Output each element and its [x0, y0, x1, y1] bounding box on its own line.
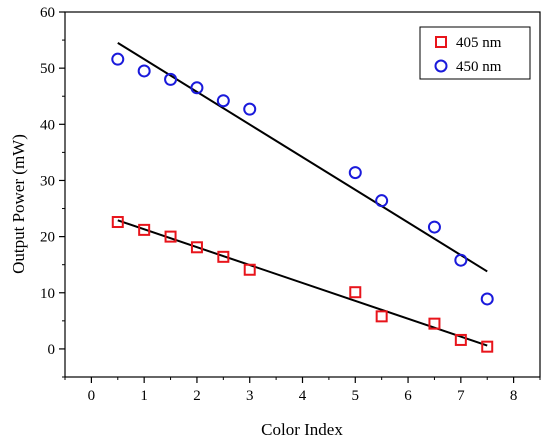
x-tick-label: 6 [404, 388, 412, 404]
y-tick-label: 30 [40, 173, 55, 189]
data-points [111, 52, 494, 353]
data-point-405nm [243, 263, 256, 276]
data-point-450nm [454, 253, 468, 267]
y-tick-label: 50 [40, 61, 55, 77]
data-point-450nm [480, 292, 494, 306]
y-tick-label: 60 [40, 5, 55, 21]
data-point-405nm [111, 216, 124, 229]
data-point-405nm [138, 223, 151, 236]
x-tick-label: 4 [299, 388, 307, 404]
data-point-405nm [454, 333, 467, 346]
legend-marker-450nm [434, 59, 448, 73]
x-tick-label: 0 [88, 388, 96, 404]
legend-marker-405nm [435, 36, 447, 48]
data-point-405nm [164, 230, 177, 243]
data-point-405nm [481, 340, 494, 353]
data-point-450nm [427, 220, 441, 234]
data-point-450nm [190, 81, 204, 95]
data-point-450nm [164, 72, 178, 86]
data-point-450nm [348, 166, 362, 180]
y-tick-label: 20 [40, 230, 55, 246]
legend-label: 405 nm [456, 35, 502, 51]
y-tick-label: 10 [40, 286, 55, 302]
data-point-405nm [375, 310, 388, 323]
fit-line [117, 42, 488, 273]
data-point-405nm [190, 241, 203, 254]
fit-lines [117, 42, 488, 347]
x-tick-label: 5 [352, 388, 360, 404]
x-tick-label: 1 [140, 388, 148, 404]
y-tick-label: 40 [40, 117, 55, 133]
data-point-450nm [375, 194, 389, 208]
y-tick-label: 0 [48, 342, 56, 358]
legend: 405 nm 450 nm [419, 26, 531, 80]
data-point-450nm [111, 52, 125, 66]
y-axis-title: Output Power (mW) [9, 134, 28, 274]
axes: 0 1 2 3 4 5 6 7 8 0 10 20 30 40 50 60 [40, 5, 541, 404]
data-point-450nm [137, 64, 151, 78]
data-point-405nm [217, 250, 230, 263]
data-point-450nm [216, 94, 230, 108]
fit-line [117, 219, 488, 347]
x-tick-label: 8 [510, 388, 518, 404]
x-tick-label: 7 [457, 388, 465, 404]
data-point-450nm [243, 102, 257, 116]
data-point-405nm [349, 286, 362, 299]
x-tick-label: 3 [246, 388, 254, 404]
x-axis-title: Color Index [261, 420, 343, 439]
legend-label: 450 nm [456, 59, 502, 75]
x-tick-label: 2 [193, 388, 201, 404]
data-point-405nm [428, 317, 441, 330]
